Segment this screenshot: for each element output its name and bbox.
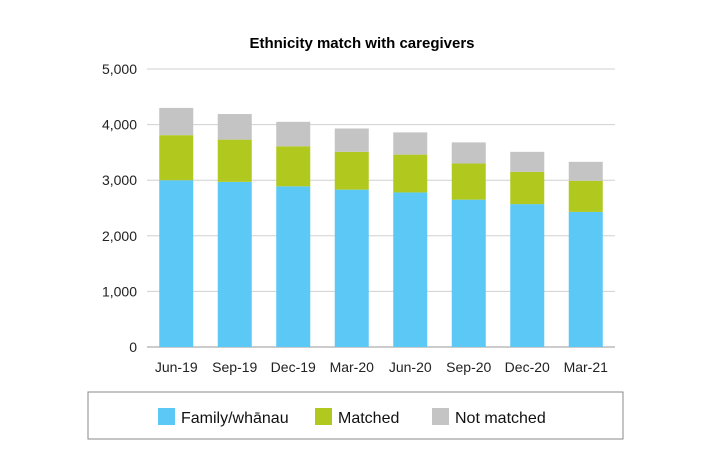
bar-segment	[393, 132, 428, 155]
gridlines	[147, 68, 615, 348]
x-axis-ticks: Jun-19 Sep-19 Dec-19 Mar-20 Jun-20 Sep-20 Dec-…	[155, 359, 608, 375]
y-tick-label: 1,000	[102, 283, 137, 299]
legend-swatch	[432, 408, 449, 425]
bar-segment	[159, 180, 194, 347]
bar-segment	[217, 114, 252, 140]
legend-label: Family/whānau	[181, 410, 289, 427]
bar-segment	[334, 151, 369, 190]
x-tick-label: Dec-19	[271, 359, 316, 375]
bar-segment	[451, 142, 486, 164]
bar-segment	[451, 199, 486, 347]
bar-segment	[276, 186, 311, 347]
bars	[159, 107, 603, 347]
x-tick-label: Jun-19	[155, 359, 198, 375]
bar-segment	[393, 154, 428, 193]
bar-segment	[393, 192, 428, 347]
y-tick-label: 4,000	[102, 117, 137, 133]
legend-label: Matched	[338, 410, 399, 427]
bar-segment	[510, 171, 545, 205]
y-tick-label: 0	[129, 339, 137, 355]
bar-segment	[568, 211, 603, 347]
legend-swatch	[158, 408, 175, 425]
bar-segment	[276, 121, 311, 147]
x-tick-label: Jun-20	[389, 359, 432, 375]
bar-segment	[568, 161, 603, 181]
x-tick-label: Mar-21	[564, 359, 609, 375]
bar-segment	[276, 146, 311, 187]
y-tick-label: 5,000	[102, 61, 137, 77]
bar-segment	[510, 204, 545, 347]
bar-segment	[510, 151, 545, 172]
x-tick-label: Mar-20	[330, 359, 375, 375]
legend: Family/whānau Matched Not matched	[158, 408, 546, 427]
y-axis-ticks: 0 1,000 2,000 3,000 4,000 5,000	[102, 61, 137, 355]
legend-swatch	[315, 408, 332, 425]
legend-box	[87, 391, 624, 440]
chart-title: Ethnicity match with caregivers	[249, 35, 474, 52]
bar-segment	[451, 163, 486, 200]
bar-segment	[217, 181, 252, 347]
x-tick-label: Dec-20	[505, 359, 550, 375]
y-tick-label: 2,000	[102, 228, 137, 244]
bar-segment	[159, 107, 194, 136]
bar-segment	[334, 189, 369, 347]
bar-segment	[334, 128, 369, 152]
bar-segment	[159, 135, 194, 181]
x-tick-label: Sep-19	[212, 359, 257, 375]
bar-segment	[568, 180, 603, 212]
y-tick-label: 3,000	[102, 172, 137, 188]
legend-label: Not matched	[455, 410, 546, 427]
x-tick-label: Sep-20	[446, 359, 491, 375]
bar-segment	[217, 139, 252, 182]
